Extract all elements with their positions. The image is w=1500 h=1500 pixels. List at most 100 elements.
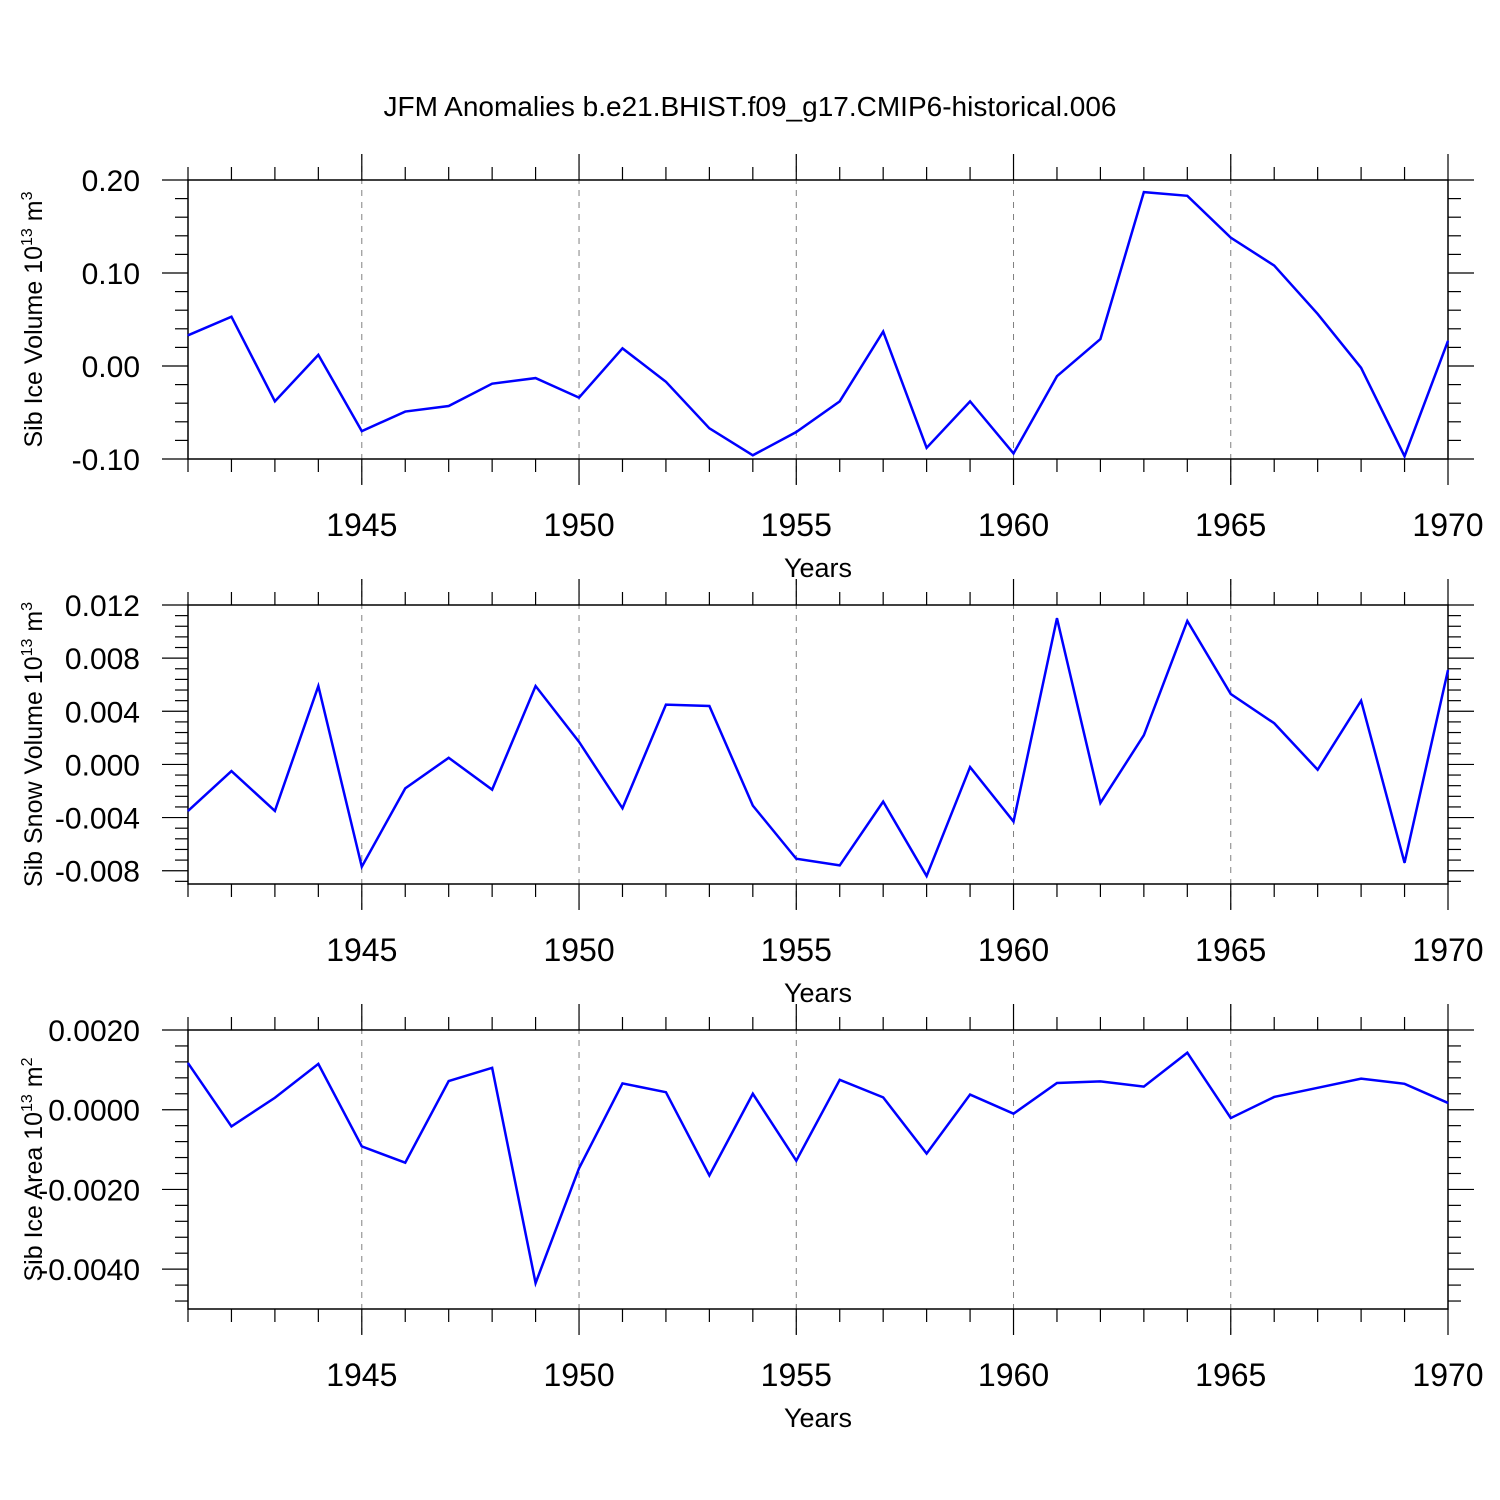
y-tick-label: 0.00 [82, 351, 140, 384]
data-point [926, 1152, 928, 1155]
series-line [187, 618, 1450, 879]
x-tick-label: 1970 [1412, 1357, 1483, 1393]
data-point [839, 864, 841, 867]
x-tick-label: 1945 [326, 932, 397, 968]
x-tick-label: 1955 [761, 932, 832, 968]
data-point [621, 807, 624, 809]
x-tick-label: 1960 [978, 507, 1049, 543]
data-point [1056, 1082, 1058, 1084]
x-tick-label: 1950 [543, 932, 614, 968]
data-point [361, 430, 363, 432]
data-point [1099, 338, 1102, 340]
data-point [1143, 734, 1145, 736]
y-tick-label: 0.0000 [48, 1095, 140, 1128]
data-point [187, 334, 189, 336]
data-point [230, 316, 233, 318]
data-point [969, 1093, 971, 1096]
x-tick-label: 1970 [1412, 932, 1483, 968]
data-point [578, 1167, 580, 1169]
data-point [534, 1282, 537, 1284]
y-tick-label: -0.0020 [38, 1174, 140, 1207]
data-point [795, 1160, 797, 1162]
data-point [404, 787, 406, 789]
data-point [1012, 820, 1015, 823]
data-point [882, 801, 884, 803]
plot-frame [187, 179, 1449, 460]
data-point [1317, 769, 1319, 771]
data-point [448, 1080, 450, 1082]
chart-title: JFM Anomalies b.e21.BHIST.f09_g17.CMIP6-… [383, 91, 1116, 122]
data-point [1360, 1078, 1362, 1080]
data-point [839, 1079, 841, 1081]
data-point [491, 1067, 493, 1069]
chart-panel-1: -0.10 0.00 0.10 0.20 1945 1950 1955 1960 1965 197… [19, 154, 1484, 583]
data-point [621, 347, 624, 349]
data-point [1273, 264, 1275, 267]
data-point [969, 766, 971, 768]
data-point [1360, 700, 1362, 702]
data-point [795, 858, 797, 860]
data-point [534, 685, 537, 687]
data-point [795, 431, 797, 433]
data-point [448, 757, 450, 759]
data-point [1317, 1087, 1319, 1089]
plot-frame [187, 1029, 1449, 1310]
y-tick-label: 0.000 [65, 749, 140, 782]
data-point [665, 381, 667, 383]
data-point [1056, 617, 1058, 619]
data-point [1012, 452, 1015, 455]
x-axis-label: Years [784, 553, 852, 583]
data-point [1230, 693, 1232, 695]
data-point [1230, 237, 1232, 239]
data-point [1273, 722, 1275, 724]
y-tick-label: -0.004 [55, 803, 140, 836]
data-point [752, 1093, 754, 1095]
y-tick-label: 0.20 [82, 165, 140, 198]
data-point [230, 1125, 233, 1128]
data-point [534, 377, 537, 379]
y-tick-label: 0.10 [82, 258, 140, 291]
data-point [926, 875, 928, 877]
data-point [882, 330, 884, 333]
data-point [621, 1082, 624, 1085]
data-point [1099, 802, 1102, 804]
data-point [491, 789, 493, 791]
series-line [186, 1050, 1449, 1288]
data-point [317, 354, 319, 356]
plot-frame [187, 604, 1449, 885]
y-tick-label: 0.012 [65, 590, 140, 623]
data-point [361, 866, 363, 868]
y-axis-label: Sib Ice Area 1013 m2 [19, 1057, 48, 1281]
x-tick-label: 1955 [761, 1357, 832, 1393]
x-tick-label: 1960 [978, 932, 1049, 968]
data-point [665, 704, 667, 706]
data-point [1143, 1085, 1145, 1088]
y-tick-label: 0.004 [65, 696, 140, 729]
data-point [1099, 1080, 1102, 1083]
data-point [230, 770, 233, 772]
data-point [1230, 1117, 1232, 1119]
data-point [317, 1063, 319, 1065]
x-axis-label: Years [784, 978, 852, 1008]
y-tick-label: 0.0020 [48, 1015, 140, 1048]
data-point [1186, 195, 1188, 197]
x-tick-label: 1970 [1412, 507, 1483, 543]
x-tick-label: 1955 [761, 507, 832, 543]
data-point [274, 400, 276, 402]
y-tick-label: 0.008 [65, 643, 140, 676]
data-point [1403, 862, 1406, 864]
y-tick-label: -0.0040 [38, 1254, 140, 1287]
data-point [665, 1091, 667, 1093]
data-point [317, 685, 319, 687]
data-point [752, 454, 754, 456]
x-tick-label: 1965 [1195, 507, 1266, 543]
data-point [491, 383, 493, 385]
data-point [274, 1097, 276, 1099]
data-point [1273, 1096, 1275, 1098]
data-point [1403, 1083, 1406, 1085]
x-tick-label: 1965 [1195, 932, 1266, 968]
data-point [1317, 313, 1319, 315]
x-tick-label: 1950 [543, 1357, 614, 1393]
y-axis-label: Sib Ice Volume 1013 m3 [19, 191, 48, 447]
data-point [404, 1162, 406, 1164]
